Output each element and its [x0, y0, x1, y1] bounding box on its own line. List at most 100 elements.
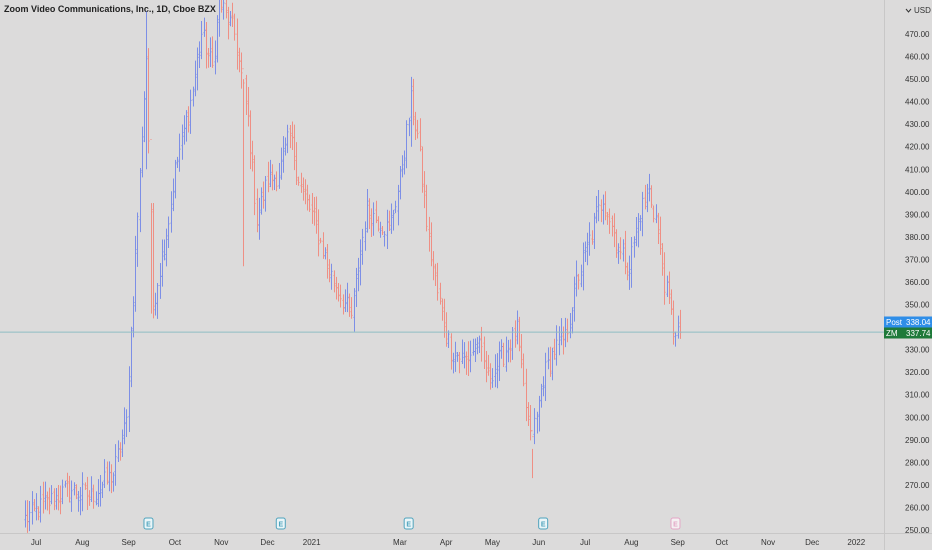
- ohlc-bar: [118, 440, 120, 462]
- ohlc-bar: [360, 239, 362, 285]
- last-price-label-tag: ZM: [886, 329, 898, 338]
- ohlc-bar: [115, 444, 117, 486]
- ohlc-bar: [254, 155, 256, 215]
- ohlc-bar: [168, 217, 170, 248]
- ohlc-bar: [131, 327, 133, 387]
- ohlc-bar: [157, 283, 159, 319]
- price-tick-label: 330.00: [905, 346, 930, 355]
- post-price-label-tag: Post: [886, 318, 903, 327]
- price-tick-label: 370.00: [905, 255, 930, 264]
- earnings-marker[interactable]: E: [276, 518, 285, 529]
- currency-label[interactable]: USD: [914, 6, 931, 15]
- ohlc-bar: [574, 277, 576, 322]
- ohlc-bar: [164, 240, 166, 261]
- ohlc-bar: [325, 247, 327, 259]
- ohlc-bar: [232, 3, 234, 27]
- ohlc-bar: [270, 160, 272, 187]
- price-tick-label: 320.00: [905, 368, 930, 377]
- ohlc-bar: [583, 243, 585, 291]
- earnings-marker[interactable]: E: [539, 518, 548, 529]
- ohlc-bar: [197, 47, 199, 90]
- ohlc-bar: [305, 179, 307, 204]
- ohlc-bar: [415, 112, 417, 140]
- ohlc-bar: [113, 472, 115, 491]
- earnings-marker[interactable]: E: [404, 518, 413, 529]
- ohlc-bar: [226, 0, 228, 18]
- time-tick-label: 2021: [303, 538, 321, 547]
- ohlc-bar: [570, 313, 572, 338]
- ohlc-bar: [601, 199, 603, 222]
- ohlc-bar: [523, 353, 525, 386]
- ohlc-bar: [146, 11, 148, 169]
- ohlc-bar: [210, 37, 212, 67]
- earnings-marker[interactable]: E: [671, 518, 680, 529]
- ohlc-bar: [391, 203, 393, 233]
- ohlc-bar: [188, 106, 190, 132]
- ohlc-bar: [486, 351, 488, 382]
- ohlc-bar: [309, 195, 311, 212]
- chevron-down-icon[interactable]: [906, 9, 911, 12]
- ohlc-bar: [647, 184, 649, 212]
- ohlc-bar: [276, 171, 278, 191]
- ohlc-bar: [417, 120, 419, 139]
- time-tick-label: Dec: [805, 538, 819, 547]
- ohlc-bar: [327, 244, 329, 279]
- ohlc-bar: [561, 318, 563, 345]
- time-tick-label: Jun: [532, 538, 545, 547]
- ohlc-bar: [675, 331, 677, 346]
- ohlc-bar: [592, 230, 594, 244]
- ohlc-bar: [124, 407, 126, 444]
- ohlc-bar: [312, 193, 314, 224]
- ohlc-bar: [261, 187, 263, 214]
- ohlc-bar: [484, 337, 486, 370]
- ohlc-bar: [433, 251, 435, 280]
- ohlc-bar: [230, 11, 232, 26]
- ohlc-bar: [462, 339, 464, 364]
- ohlc-bar: [528, 402, 530, 426]
- ohlc-bar: [384, 231, 386, 246]
- ohlc-bar: [453, 353, 455, 374]
- ohlc-bar: [609, 209, 611, 234]
- ohlc-bar: [316, 196, 318, 233]
- ohlc-bar: [217, 15, 219, 62]
- price-tick-label: 300.00: [905, 413, 930, 422]
- ohlc-bar: [367, 189, 369, 233]
- ohlc-bar: [171, 191, 173, 232]
- ohlc-bar: [177, 157, 179, 168]
- ohlc-bar: [206, 22, 208, 69]
- ohlc-bar: [378, 216, 380, 231]
- ohlc-bar: [51, 485, 53, 504]
- ohlc-bar: [548, 347, 550, 369]
- ohlc-bar: [488, 355, 490, 376]
- ohlc-bar: [345, 289, 347, 312]
- ohlc-bar: [479, 336, 481, 353]
- time-tick-label: Oct: [716, 538, 729, 547]
- ohlc-bar: [246, 75, 248, 115]
- ohlc-bar: [243, 69, 245, 266]
- price-tick-label: 290.00: [905, 436, 930, 445]
- ohlc-bar: [190, 90, 192, 134]
- ohlc-bar: [612, 215, 614, 236]
- ohlc-bar: [475, 338, 477, 362]
- ohlc-bar: [678, 316, 680, 339]
- ohlc-bar: [373, 202, 375, 235]
- ohlc-bar: [274, 175, 276, 190]
- ohlc-bar: [294, 125, 296, 170]
- ohlc-bar: [387, 210, 389, 249]
- ohlc-bar: [100, 475, 102, 506]
- ohlc-bar: [539, 396, 541, 432]
- ohlc-bar: [91, 476, 93, 502]
- ohlc-bar: [543, 376, 545, 396]
- ohlc-bar: [492, 368, 494, 388]
- ohlc-bar: [499, 342, 501, 381]
- price-tick-label: 400.00: [905, 188, 930, 197]
- ohlc-bar: [594, 213, 596, 249]
- price-tick-label: 270.00: [905, 481, 930, 490]
- ohlc-bar: [451, 333, 453, 369]
- ohlc-bar: [221, 0, 223, 13]
- ohlc-bar: [607, 212, 609, 225]
- ohlc-bar: [290, 125, 292, 148]
- earnings-marker[interactable]: E: [144, 518, 153, 529]
